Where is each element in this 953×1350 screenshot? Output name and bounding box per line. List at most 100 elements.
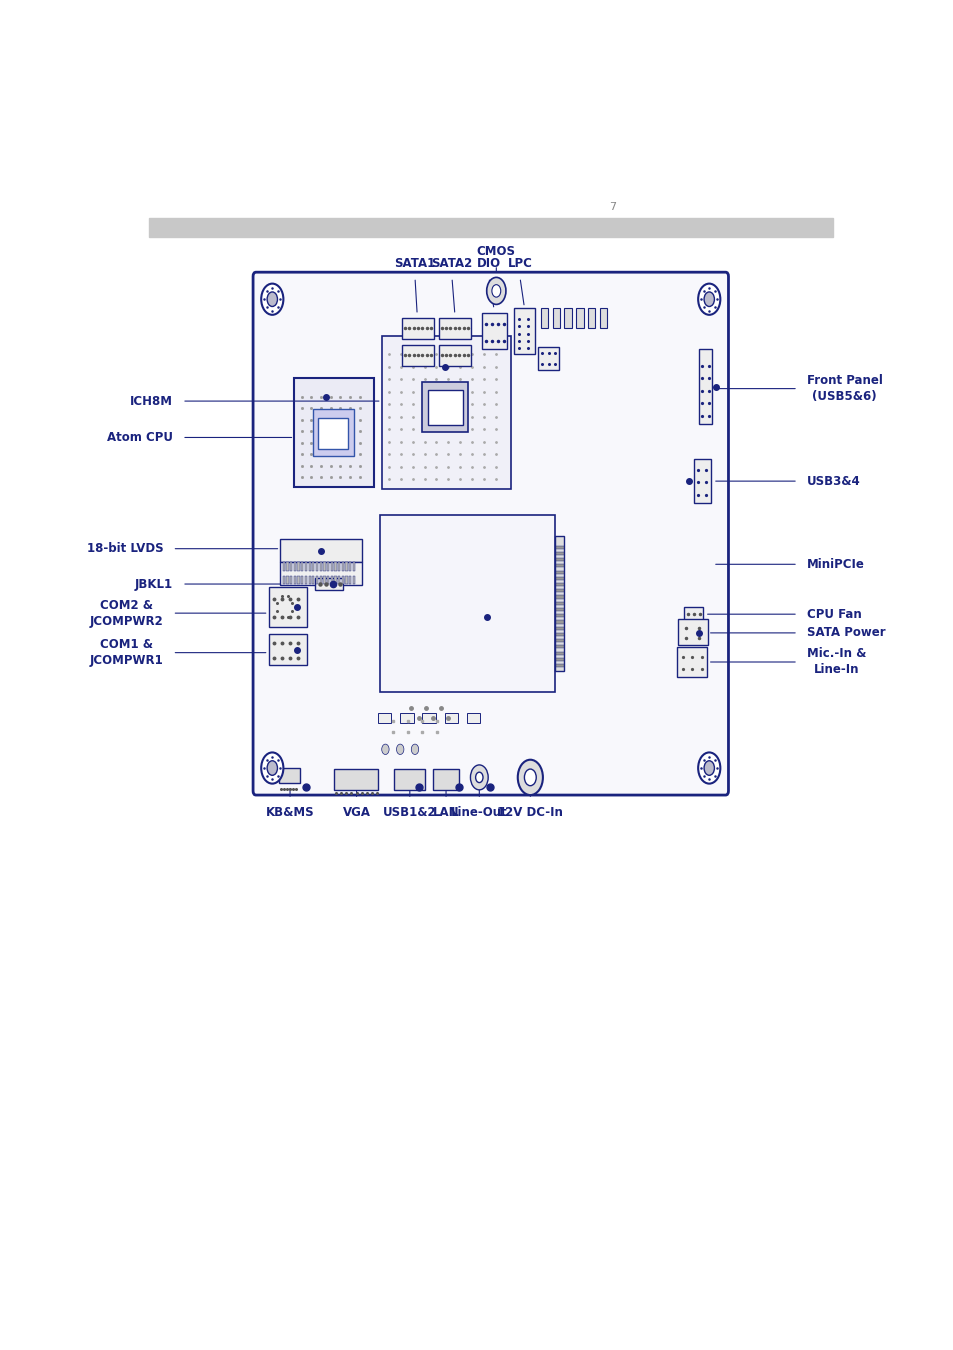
Bar [556, 639, 563, 643]
Text: 12V DC-In: 12V DC-In [497, 806, 562, 819]
Text: USB3&4: USB3&4 [806, 475, 860, 487]
Bar [297, 562, 299, 571]
Bar [556, 626, 563, 629]
Bar [312, 562, 314, 571]
Text: SATA Power: SATA Power [806, 626, 884, 640]
Bar [269, 634, 307, 666]
Text: Line-Out: Line-Out [451, 806, 507, 819]
Bar [337, 562, 340, 571]
Bar [555, 536, 564, 671]
Bar [349, 562, 351, 571]
Bar [444, 713, 457, 724]
Bar [341, 575, 344, 585]
Bar [556, 583, 563, 586]
Text: JBKL1: JBKL1 [135, 578, 173, 590]
Bar [280, 562, 361, 585]
Bar [327, 575, 329, 585]
Circle shape [261, 284, 283, 315]
Bar [331, 575, 333, 585]
Bar [466, 713, 479, 724]
Bar [341, 562, 344, 571]
Bar [556, 621, 563, 624]
Bar [313, 409, 354, 456]
Circle shape [698, 752, 720, 783]
Bar [400, 713, 413, 724]
Bar [438, 319, 471, 339]
Bar [294, 562, 295, 571]
Text: MiniPCIe: MiniPCIe [806, 558, 863, 571]
Circle shape [703, 761, 714, 775]
Text: Mic.-In &
Line-In: Mic.-In & Line-In [806, 648, 865, 676]
Text: DIO: DIO [476, 256, 500, 270]
Bar [282, 562, 285, 571]
Bar [280, 540, 361, 562]
Bar [537, 347, 558, 370]
Bar [556, 657, 563, 661]
Bar [556, 614, 563, 617]
Circle shape [411, 744, 418, 755]
Bar [312, 575, 314, 585]
Text: COM2 &
JCOMPWR2: COM2 & JCOMPWR2 [90, 598, 164, 628]
Bar [481, 313, 506, 350]
Bar [305, 575, 307, 585]
Text: ICH8M: ICH8M [131, 394, 173, 408]
Bar [353, 562, 355, 571]
Bar [427, 390, 462, 425]
Bar [556, 645, 563, 648]
Text: Front Panel
(USB5&6): Front Panel (USB5&6) [806, 374, 882, 404]
Bar [345, 575, 347, 585]
Bar [345, 562, 347, 571]
Circle shape [492, 285, 500, 297]
Circle shape [267, 761, 277, 775]
Bar [286, 562, 288, 571]
Bar [556, 552, 563, 555]
Circle shape [698, 284, 720, 315]
Bar [334, 769, 377, 790]
Bar [349, 575, 351, 585]
Text: VGA: VGA [342, 806, 370, 819]
Bar [422, 713, 436, 724]
Bar [294, 378, 374, 487]
Bar [290, 575, 292, 585]
Bar [335, 562, 336, 571]
Bar [556, 545, 563, 548]
Bar [438, 346, 471, 366]
Bar [556, 564, 563, 567]
Bar [377, 713, 391, 724]
Bar [576, 308, 583, 328]
Bar [308, 562, 311, 571]
Text: KB&MS: KB&MS [266, 806, 314, 819]
Bar [278, 768, 299, 783]
Bar [556, 633, 563, 636]
Text: USB1&2: USB1&2 [382, 806, 436, 819]
Circle shape [703, 292, 714, 306]
Bar [315, 562, 317, 571]
Bar [552, 308, 559, 328]
Bar [335, 575, 336, 585]
Text: 18-bit LVDS: 18-bit LVDS [87, 543, 164, 555]
Bar [556, 576, 563, 580]
Bar [564, 308, 571, 328]
Bar [323, 562, 325, 571]
Circle shape [267, 292, 277, 306]
Circle shape [524, 769, 536, 786]
Bar [305, 562, 307, 571]
Text: SATA2: SATA2 [431, 256, 472, 270]
Circle shape [396, 744, 403, 755]
Circle shape [261, 752, 283, 783]
Bar [587, 308, 595, 328]
Bar [599, 308, 606, 328]
Bar [337, 575, 340, 585]
Circle shape [272, 589, 298, 625]
Bar [422, 382, 468, 432]
Bar [556, 558, 563, 562]
Bar [315, 575, 317, 585]
Bar [327, 562, 329, 571]
Text: CMOS: CMOS [476, 244, 516, 258]
Bar [282, 575, 285, 585]
Bar [294, 575, 295, 585]
Bar [301, 575, 303, 585]
Bar [401, 346, 434, 366]
Bar [379, 516, 555, 693]
Bar [286, 575, 288, 585]
